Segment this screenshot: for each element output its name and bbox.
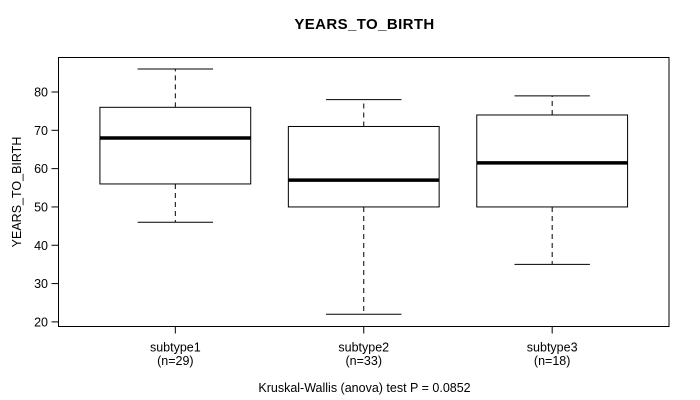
stat-test-caption: Kruskal-Wallis (anova) test P = 0.0852 (258, 381, 471, 395)
x-group-label: subtype1 (150, 341, 201, 355)
y-tick-label: 60 (34, 162, 48, 176)
x-group-label: subtype2 (338, 341, 389, 355)
y-axis-title: YEARS_TO_BIRTH (10, 136, 24, 248)
y-tick-label: 20 (34, 315, 48, 329)
x-group-sublabel: (n=18) (534, 354, 570, 368)
x-group-label: subtype3 (527, 341, 578, 355)
y-tick-label: 70 (34, 124, 48, 138)
box-subtype3 (476, 114, 629, 208)
y-tick-label: 30 (34, 277, 48, 291)
y-tick-label: 80 (34, 85, 48, 99)
x-group-sublabel: (n=29) (157, 354, 193, 368)
x-group-sublabel: (n=33) (346, 354, 382, 368)
chart-title: YEARS_TO_BIRTH (294, 16, 435, 33)
box-subtype1 (99, 106, 252, 185)
box-subtype2 (287, 125, 440, 208)
y-tick-label: 40 (34, 239, 48, 253)
y-tick-label: 50 (34, 200, 48, 214)
